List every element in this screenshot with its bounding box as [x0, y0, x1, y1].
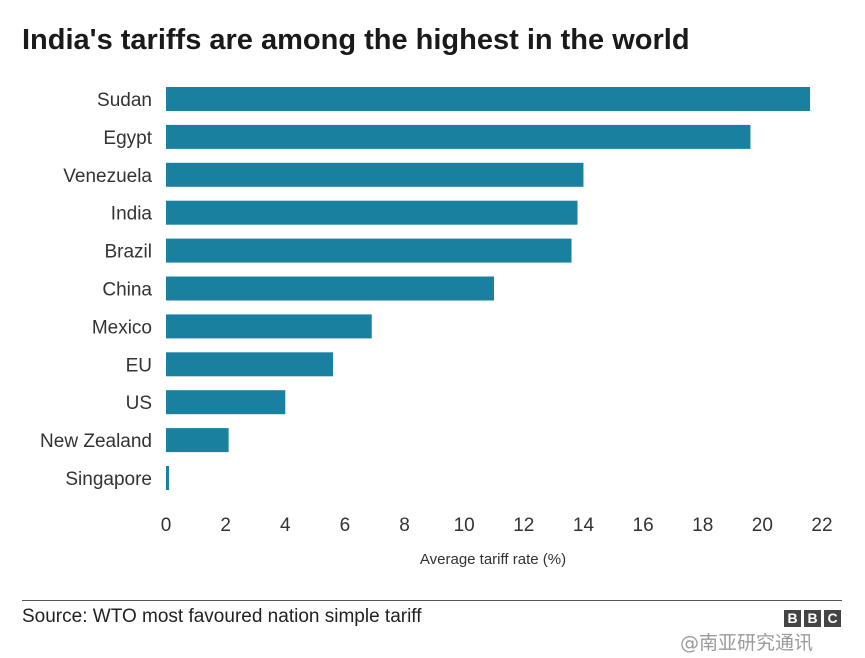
bar-eu: [166, 352, 333, 377]
bar-mexico: [166, 314, 372, 339]
footer-divider: [22, 600, 842, 601]
bars-group: [166, 87, 811, 490]
x-tick-label: 8: [399, 515, 410, 536]
category-label-sudan: Sudan: [97, 90, 152, 111]
bbc-logo: B B C: [784, 610, 841, 627]
source-note: Source: WTO most favoured nation simple …: [22, 606, 422, 627]
category-label-venezuela: Venezuela: [63, 166, 152, 187]
bbc-logo-letter: B: [784, 610, 801, 627]
bar-brazil: [166, 238, 572, 263]
x-tick-label: 14: [573, 515, 595, 536]
category-label-china: China: [102, 280, 152, 301]
bar-singapore: [166, 466, 169, 490]
x-tick-label: 4: [280, 515, 291, 536]
x-tick-label: 0: [161, 515, 172, 536]
category-label-brazil: Brazil: [104, 242, 152, 263]
bar-sudan: [166, 87, 811, 111]
bar-new-zealand: [166, 428, 229, 453]
bar-egypt: [166, 124, 751, 149]
x-tick-label: 22: [811, 515, 832, 536]
category-label-mexico: Mexico: [92, 317, 152, 338]
bbc-logo-letter: B: [804, 610, 821, 627]
category-label-singapore: Singapore: [65, 469, 152, 490]
x-tick-label: 2: [220, 515, 231, 536]
x-axis-title: Average tariff rate (%): [420, 551, 566, 568]
bar-china: [166, 276, 494, 301]
weibo-watermark: @南亚研究通讯: [680, 632, 814, 654]
bar-india: [166, 200, 578, 225]
bar-us: [166, 390, 286, 415]
x-tick-label: 6: [340, 515, 351, 536]
category-label-new-zealand: New Zealand: [40, 431, 152, 452]
category-labels-group: Sudan Egypt Venezuela India Brazil China Mexic…: [40, 90, 153, 490]
x-tick-label: 12: [513, 515, 534, 536]
category-label-egypt: Egypt: [103, 128, 152, 149]
bbc-logo-letter: C: [824, 610, 841, 627]
category-label-us: US: [126, 393, 152, 414]
chart-title: India's tariffs are among the highest in…: [22, 24, 690, 56]
bar-chart: Sudan Egypt Venezuela India Brazil China Mexic…: [40, 87, 833, 568]
category-label-eu: EU: [126, 355, 152, 376]
x-tick-label: 16: [633, 515, 654, 536]
tick-labels-group: 0 2 4 6 8 10 12 14 16 18 20 22: [161, 515, 833, 536]
bar-venezuela: [166, 162, 584, 187]
x-tick-label: 20: [752, 515, 773, 536]
x-tick-label: 18: [692, 515, 713, 536]
x-tick-label: 10: [454, 515, 475, 536]
category-label-india: India: [111, 204, 153, 225]
